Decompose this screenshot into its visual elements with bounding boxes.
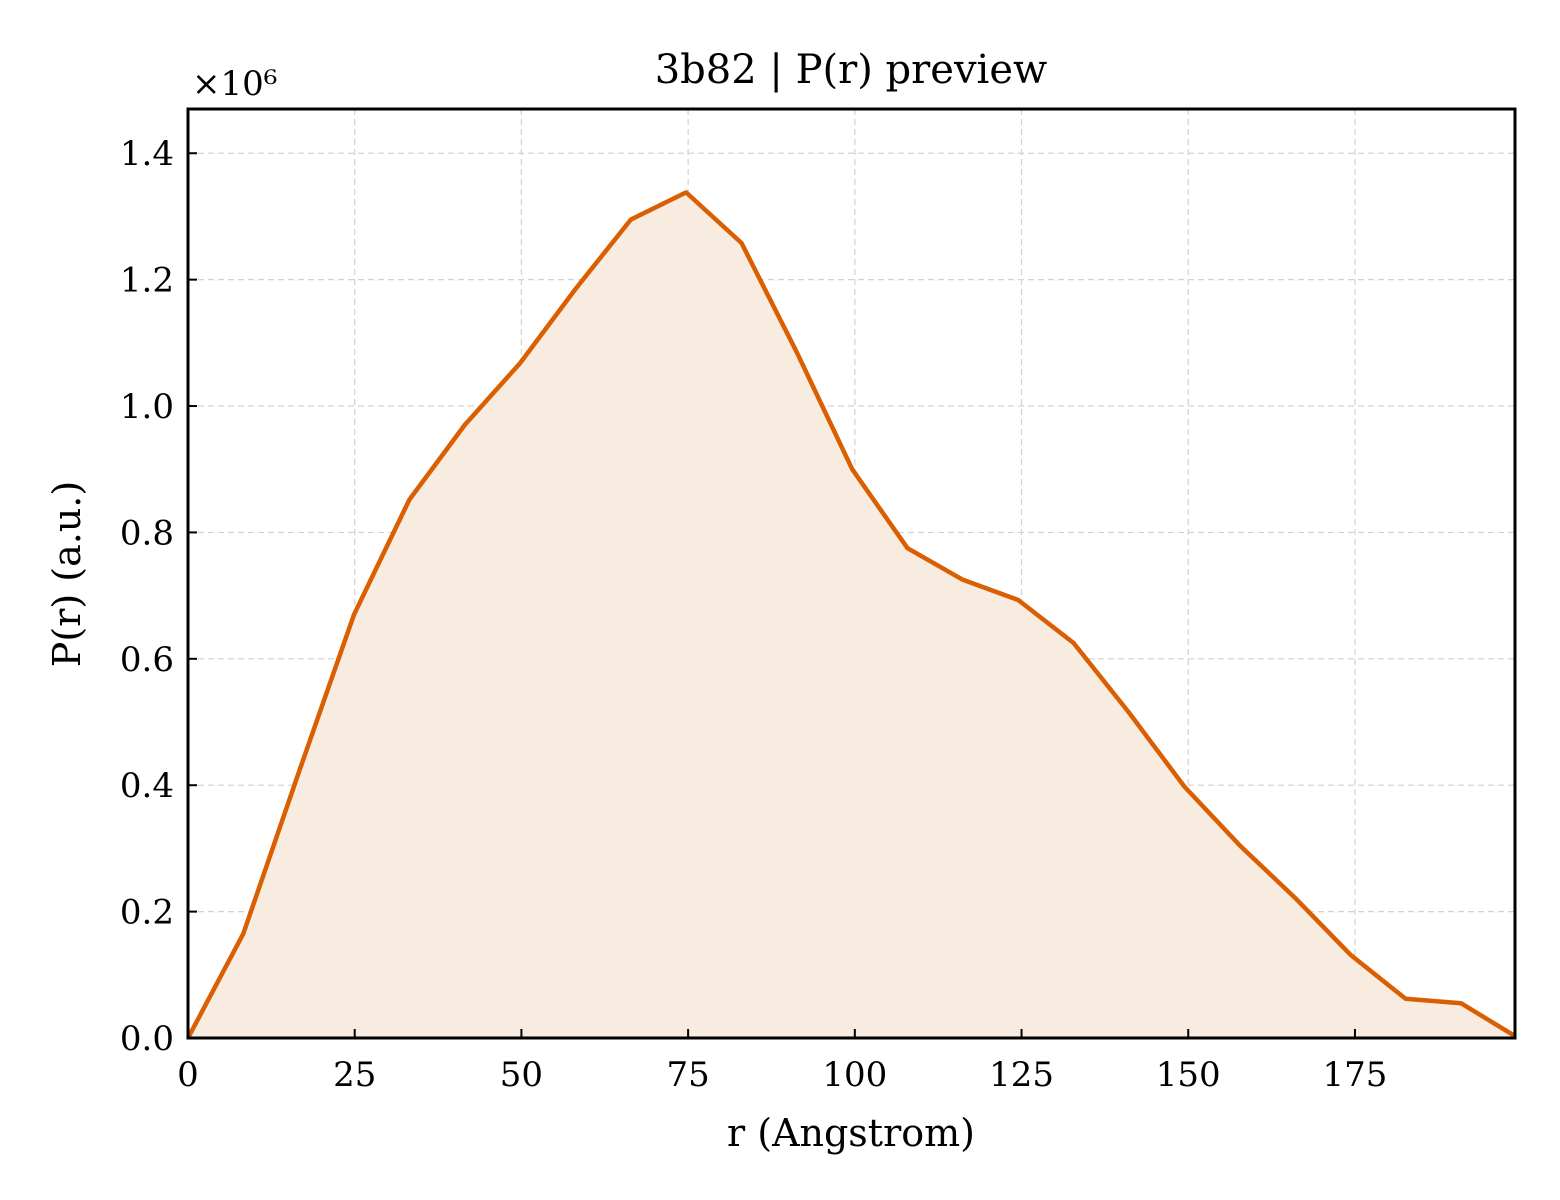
y-scale-label: ×10⁶ [192, 64, 277, 104]
series-area-fill [188, 192, 1515, 1038]
y-tick-label: 1.4 [120, 134, 174, 174]
x-tick-label: 175 [1323, 1055, 1388, 1095]
plot-frame [186, 107, 1517, 1040]
y-tick-label: 0.6 [120, 640, 174, 680]
y-tick-label: 1.2 [120, 261, 174, 301]
y-tick-label: 0.8 [120, 513, 174, 553]
x-tick-label: 150 [1156, 1055, 1221, 1095]
y-axis: 0.0 0.2 0.4 0.6 0.8 1.0 1.2 1.4 [120, 134, 197, 1059]
x-tick-label: 75 [666, 1055, 709, 1095]
y-tick-label: 1.0 [120, 387, 174, 427]
x-axis-label: r (Angstrom) [727, 1111, 975, 1155]
y-tick-label: 0.4 [120, 766, 174, 806]
x-tick-label: 100 [822, 1055, 887, 1095]
series-line [186, 190, 1517, 1040]
x-axis: 0 25 50 75 100 125 150 175 [177, 1029, 1387, 1095]
y-tick-label: 0.2 [120, 893, 174, 933]
x-tick-label: 125 [989, 1055, 1054, 1095]
y-axis-label: P(r) (a.u.) [45, 481, 89, 667]
x-tick-label: 50 [500, 1055, 543, 1095]
chart-title: 3b82 | P(r) preview [655, 47, 1048, 93]
x-tick-label: 0 [177, 1055, 199, 1095]
x-tick-label: 25 [333, 1055, 376, 1095]
y-tick-label: 0.0 [120, 1019, 174, 1059]
